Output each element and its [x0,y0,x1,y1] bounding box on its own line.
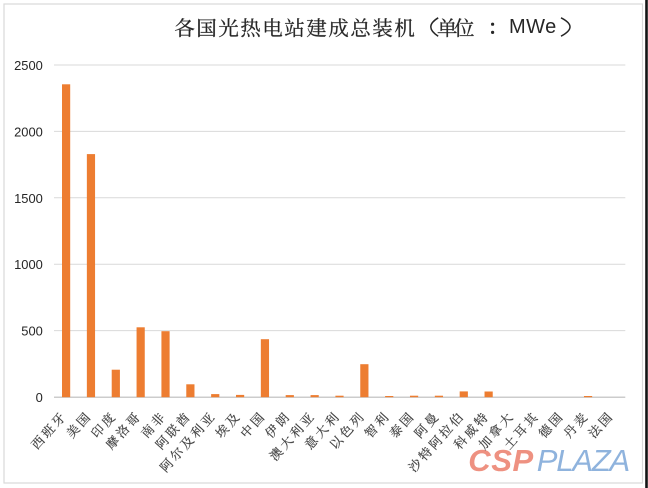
svg-text:PLAZA: PLAZA [537,443,630,478]
svg-text:1000: 1000 [14,257,43,272]
svg-text:MWe: MWe [509,16,557,38]
svg-text:0: 0 [36,390,43,405]
svg-text:500: 500 [21,324,43,339]
svg-text:2000: 2000 [14,124,43,139]
svg-text:1500: 1500 [14,191,43,206]
svg-text:CSP: CSP [468,443,534,478]
svg-text:2500: 2500 [14,58,43,73]
